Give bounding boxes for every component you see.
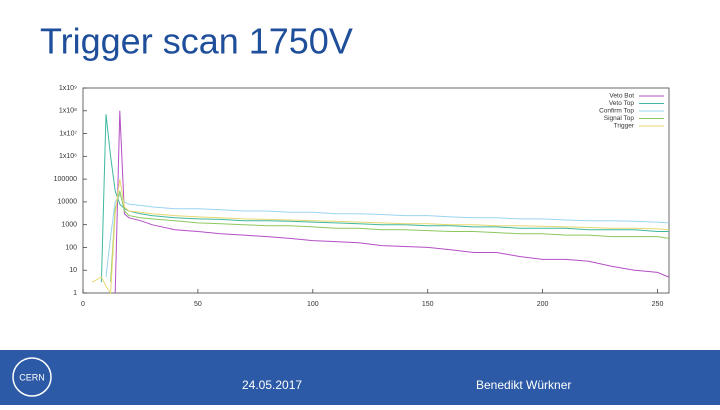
y-tick-label: 1x10⁹ — [59, 85, 77, 92]
plot-frame — [82, 87, 670, 294]
legend-label: Veto Bot — [609, 93, 634, 100]
x-tick-label: 200 — [537, 301, 549, 308]
x-tick-label: 250 — [652, 301, 664, 308]
legend-label: Veto Top — [609, 100, 635, 107]
y-tick-label: 1x10⁸ — [59, 108, 77, 115]
series-line — [100, 114, 669, 283]
series-line — [110, 190, 670, 283]
footer-author: Benedikt Würkner — [476, 378, 571, 392]
y-tick-label: 1x10⁷ — [59, 130, 77, 137]
footer-bar — [0, 350, 720, 405]
y-tick-label: 1 — [73, 290, 77, 297]
slide-title: Trigger scan 1750V — [40, 21, 353, 62]
legend-label: Trigger — [614, 123, 635, 130]
footer-date: 24.05.2017 — [242, 378, 302, 392]
legend-label: Signal Top — [604, 115, 635, 122]
y-tick-label: 100000 — [54, 176, 77, 183]
logo-ring — [12, 357, 52, 397]
legend-label: Confirm Top — [599, 108, 634, 115]
x-tick-label: 150 — [422, 301, 434, 308]
y-tick-label: 10000 — [58, 199, 78, 206]
series-line — [114, 110, 670, 294]
y-tick-label: 1x10⁶ — [59, 153, 77, 160]
series-line — [91, 179, 670, 295]
y-tick-label: 10 — [69, 267, 77, 274]
series-line — [105, 194, 670, 278]
y-tick-label: 1000 — [61, 222, 77, 229]
x-tick-label: 50 — [194, 301, 202, 308]
y-tick-label: 100 — [65, 244, 77, 251]
x-tick-label: 100 — [307, 301, 319, 308]
x-tick-label: 0 — [81, 301, 85, 308]
logo-text: CERN — [19, 372, 45, 382]
